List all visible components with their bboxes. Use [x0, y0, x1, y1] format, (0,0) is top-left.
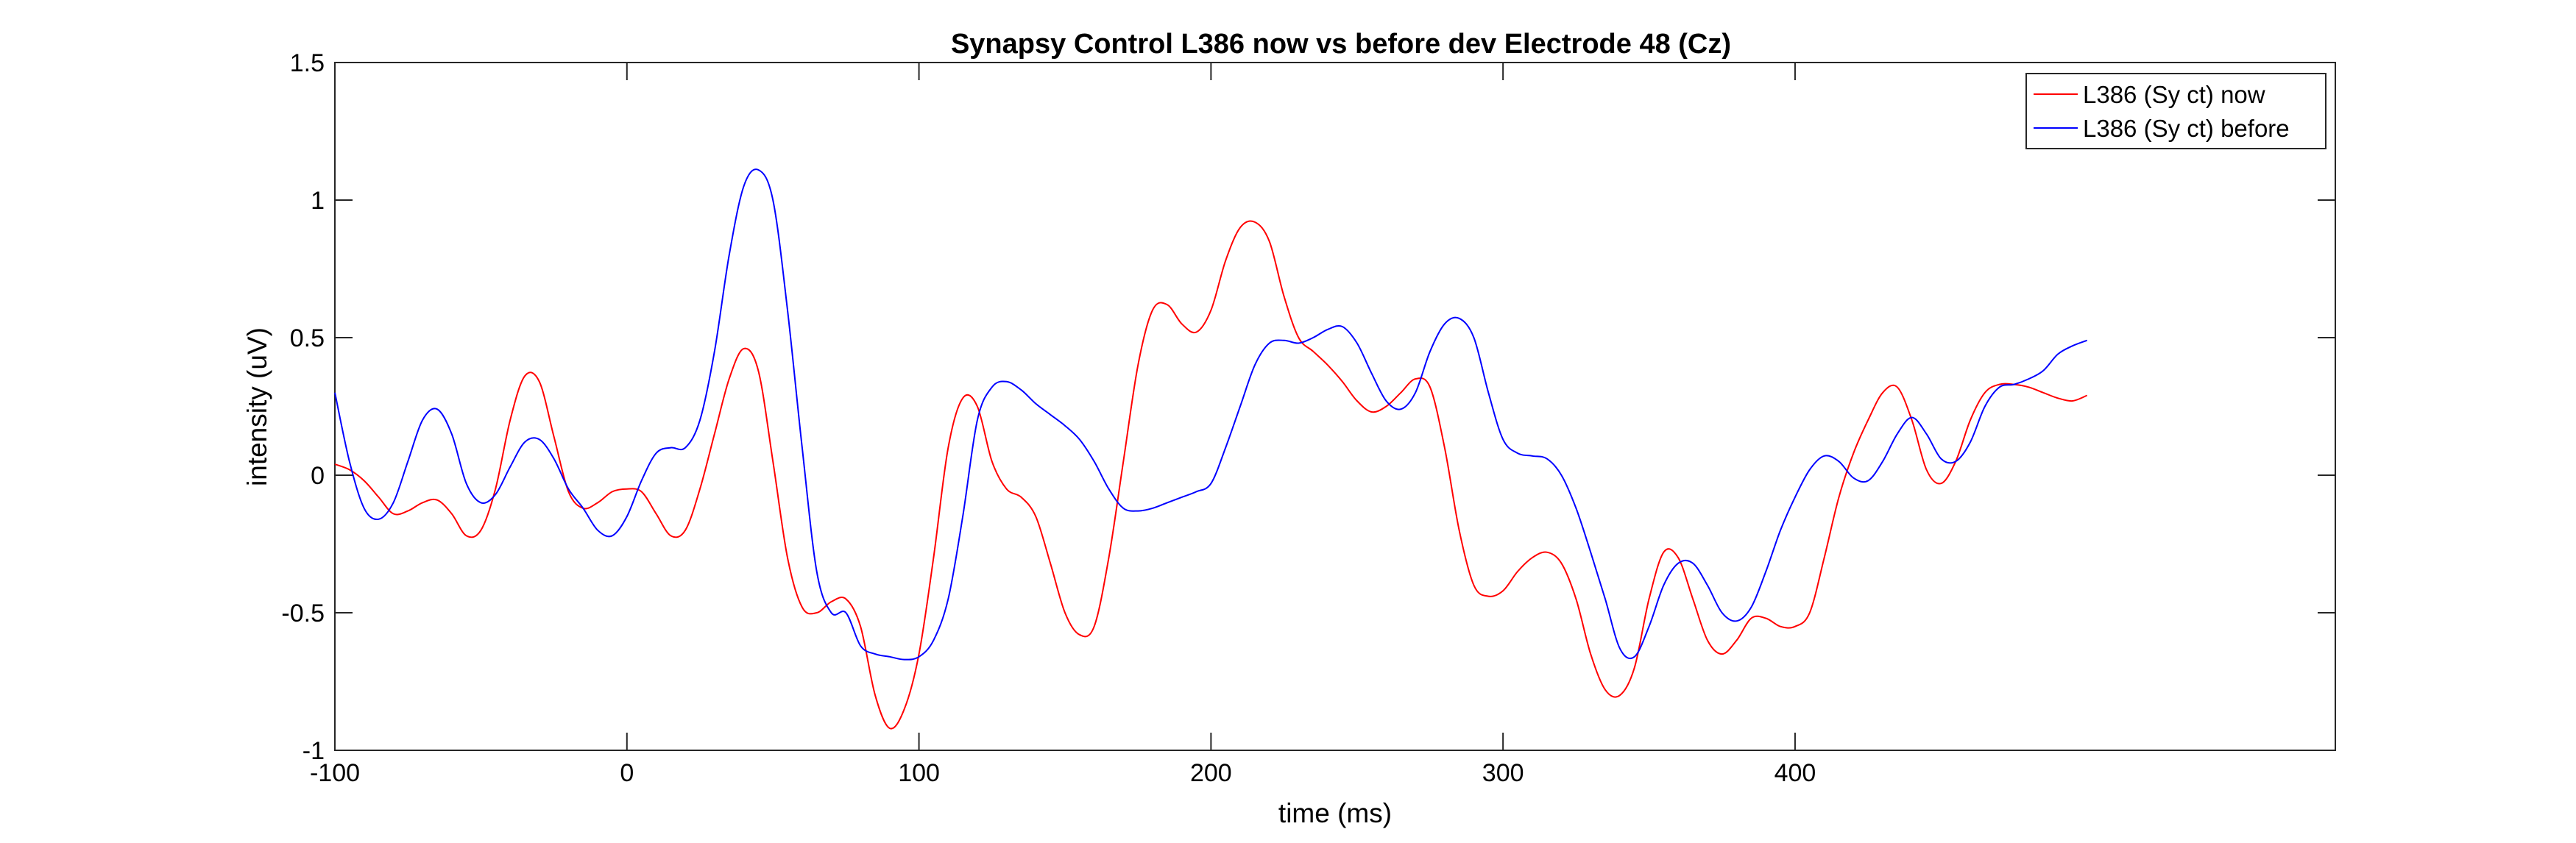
y-tick-label: 1 — [311, 187, 325, 215]
plot-area — [334, 62, 2336, 751]
y-tick-label: 0 — [311, 462, 325, 490]
series-layer — [334, 168, 2088, 730]
y-tick-label: -1 — [302, 737, 325, 765]
series-line-before — [334, 168, 2088, 661]
y-tick-label: -0.5 — [281, 600, 325, 627]
y-axis-label: intensity (uV) — [242, 327, 272, 486]
x-tick-label: 200 — [1190, 759, 1232, 787]
x-tick-label: 100 — [898, 759, 940, 787]
x-axis-label: time (ms) — [1278, 798, 1392, 828]
x-tick-label: 0 — [620, 759, 634, 787]
y-axis: -1 -0.5 0 0.5 1 1.5 — [281, 49, 2335, 765]
legend-label-now: L386 (Sy ct) now — [2083, 81, 2265, 108]
x-tick-label: -100 — [310, 759, 360, 787]
x-tick-label: 300 — [1482, 759, 1524, 787]
legend-box — [2025, 73, 2326, 149]
chart-title: Synapsy Control L386 now vs before dev E… — [951, 29, 1731, 60]
series-line-now — [334, 220, 2088, 730]
x-tick-label: 400 — [1774, 759, 1816, 787]
x-axis: -100 0 100 200 300 400 — [310, 63, 1816, 787]
legend-label-before: L386 (Sy ct) before — [2083, 115, 2290, 142]
y-tick-label: 0.5 — [290, 324, 325, 352]
y-tick-label: 1.5 — [290, 49, 325, 77]
legend: L386 (Sy ct) now L386 (Sy ct) before — [2025, 73, 2326, 149]
